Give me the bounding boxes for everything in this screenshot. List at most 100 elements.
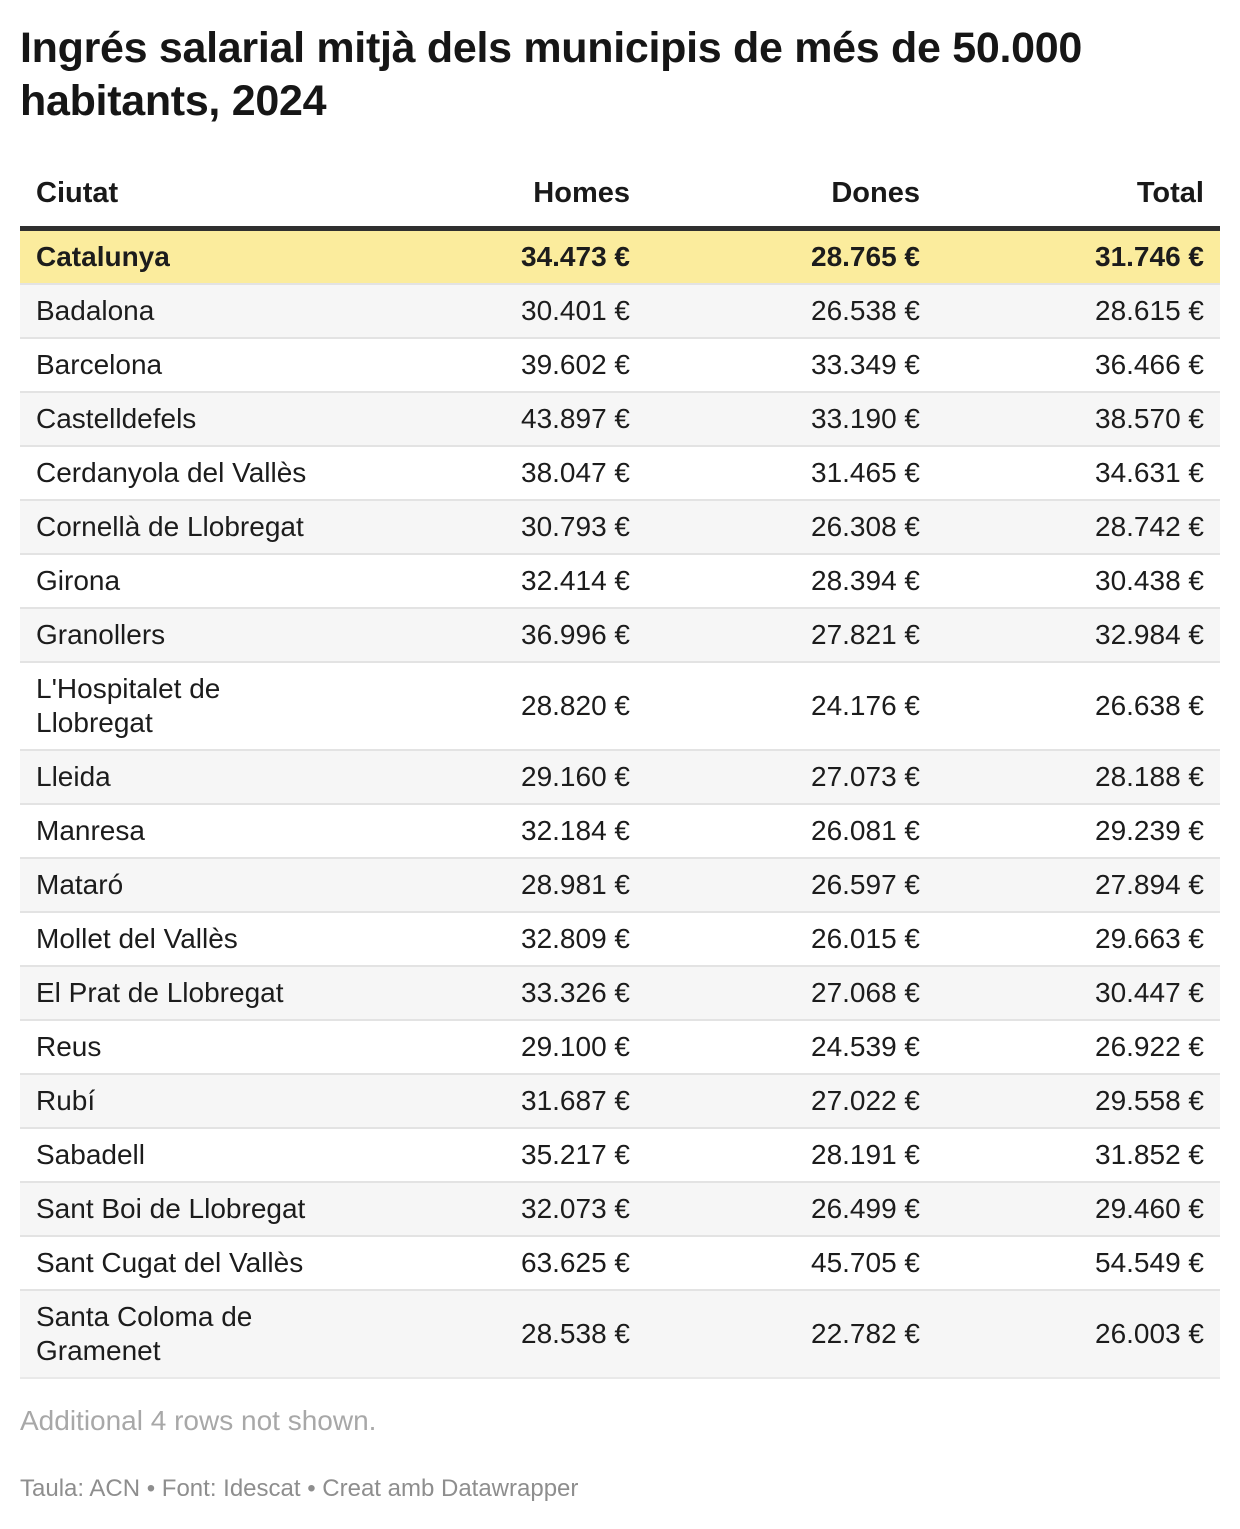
city-label: Lleida [36,760,111,792]
table-row-catalunya: Catalunya 34.473 € 28.765 € 31.746 € [20,228,1220,284]
value-cell: 30.447 € [1095,976,1204,1008]
table-row: Lleida 29.160 € 27.073 € 28.188 € [20,749,1220,804]
table-row: Sant Cugat del Vallès 63.625 € 45.705 € … [20,1235,1220,1290]
city-cell: Badalona [20,284,356,338]
city-cell: L'Hospitalet de Llobregat [20,662,356,750]
value-cell: 26.597 € [811,868,920,900]
value-cell: 43.897 € [521,402,630,434]
value-cell: 27.073 € [811,760,920,792]
city-cell: Castelldefels [20,392,356,446]
city-label: Cornellà de Llobregat [36,510,304,542]
city-cell: Granollers [20,608,356,662]
value-cell: 29.460 € [1095,1192,1204,1224]
value-cell: 31.687 € [521,1084,630,1116]
value-cell: 30.401 € [521,294,630,326]
value-cell: 31.465 € [811,456,920,488]
table-row: Manresa 32.184 € 26.081 € 29.239 € [20,803,1220,858]
city-label: Catalunya [36,240,170,272]
value-cell: 27.022 € [811,1084,920,1116]
city-cell: Sant Cugat del Vallès [20,1236,356,1290]
value-cell: 26.538 € [811,294,920,326]
value-cell: 26.499 € [811,1192,920,1224]
value-cell: 29.558 € [1095,1084,1204,1116]
value-cell: 32.414 € [521,564,630,596]
city-label: Sabadell [36,1138,145,1170]
value-cell: 28.742 € [1095,510,1204,542]
page-title: Ingrés salarial mitjà dels municipis de … [20,24,1082,126]
value-cell: 38.570 € [1095,402,1204,434]
city-cell: Lleida [20,750,356,804]
city-label: Santa Coloma de Gramenet [36,1300,253,1366]
salary-table: Ciutat Homes Dones Total Catalunya 34.47… [20,169,1220,1379]
table-row: Barcelona 39.602 € 33.349 € 36.466 € [20,337,1220,392]
value-cell: 36.996 € [521,618,630,650]
value-cell: 36.466 € [1095,348,1204,380]
table-row: L'Hospitalet de Llobregat 28.820 € 24.17… [20,661,1220,750]
column-header-dones: Dones [831,176,920,209]
value-cell: 63.625 € [521,1246,630,1278]
column-header-homes: Homes [533,176,630,209]
value-cell: 22.782 € [811,1317,920,1349]
header-row: Ciutat Homes Dones Total [20,169,1220,229]
column-header-total: Total [1136,176,1204,209]
table-row: Castelldefels 43.897 € 33.190 € 38.570 € [20,391,1220,446]
value-cell: 28.820 € [521,689,630,721]
city-cell: Santa Coloma de Gramenet [20,1290,356,1378]
value-cell: 29.239 € [1095,814,1204,846]
table-row: Granollers 36.996 € 27.821 € 32.984 € [20,607,1220,662]
value-cell: 26.081 € [811,814,920,846]
city-label: Mollet del Vallès [36,922,238,954]
city-label: Castelldefels [36,402,197,434]
value-cell: 26.003 € [1095,1317,1204,1349]
attribution: Taula: ACN • Font: Idescat • Creat amb D… [20,1474,579,1502]
city-cell: Mataró [20,858,356,912]
value-cell: 30.793 € [521,510,630,542]
city-cell: Mollet del Vallès [20,912,356,966]
value-cell: 33.190 € [811,402,920,434]
value-cell: 29.663 € [1095,922,1204,954]
city-cell: Reus [20,1020,356,1074]
city-cell: Manresa [20,804,356,858]
city-cell: Girona [20,554,356,608]
city-label: Girona [36,564,121,596]
value-cell: 28.615 € [1095,294,1204,326]
value-cell: 28.538 € [521,1317,630,1349]
city-cell: Rubí [20,1074,356,1128]
city-cell: Sant Boi de Llobregat [20,1182,356,1236]
city-cell: Barcelona [20,338,356,392]
table-row: Sabadell 35.217 € 28.191 € 31.852 € [20,1127,1220,1182]
value-cell: 32.184 € [521,814,630,846]
value-cell: 34.631 € [1095,456,1204,488]
value-cell: 45.705 € [811,1246,920,1278]
table-row: Mataró 28.981 € 26.597 € 27.894 € [20,857,1220,912]
value-cell: 33.326 € [521,976,630,1008]
table-row: Sant Boi de Llobregat 32.073 € 26.499 € … [20,1181,1220,1236]
value-cell: 31.852 € [1095,1138,1204,1170]
city-label: Badalona [36,294,155,326]
city-cell: Cornellà de Llobregat [20,500,356,554]
value-cell: 28.188 € [1095,760,1204,792]
value-cell: 28.394 € [811,564,920,596]
city-label: Manresa [36,814,145,846]
value-cell: 26.922 € [1095,1030,1204,1062]
value-cell: 26.638 € [1095,689,1204,721]
value-cell: 26.015 € [811,922,920,954]
value-cell: 27.821 € [811,618,920,650]
city-label: L'Hospitalet de Llobregat [36,672,221,738]
value-cell: 29.160 € [521,760,630,792]
column-header-ciutat: Ciutat [36,176,119,209]
value-cell: 24.176 € [811,689,920,721]
value-cell: 35.217 € [521,1138,630,1170]
value-cell: 24.539 € [811,1030,920,1062]
city-label: Reus [36,1030,102,1062]
value-cell: 30.438 € [1095,564,1204,596]
table-row: Badalona 30.401 € 26.538 € 28.615 € [20,283,1220,338]
table-row: Mollet del Vallès 32.809 € 26.015 € 29.6… [20,911,1220,966]
city-label: Sant Cugat del Vallès [36,1246,304,1278]
additional-rows-note: Additional 4 rows not shown. [20,1404,377,1436]
value-cell: 54.549 € [1095,1246,1204,1278]
city-label: Barcelona [36,348,163,380]
city-label: El Prat de Llobregat [36,976,284,1008]
city-cell: El Prat de Llobregat [20,966,356,1020]
value-cell: 32.809 € [521,922,630,954]
